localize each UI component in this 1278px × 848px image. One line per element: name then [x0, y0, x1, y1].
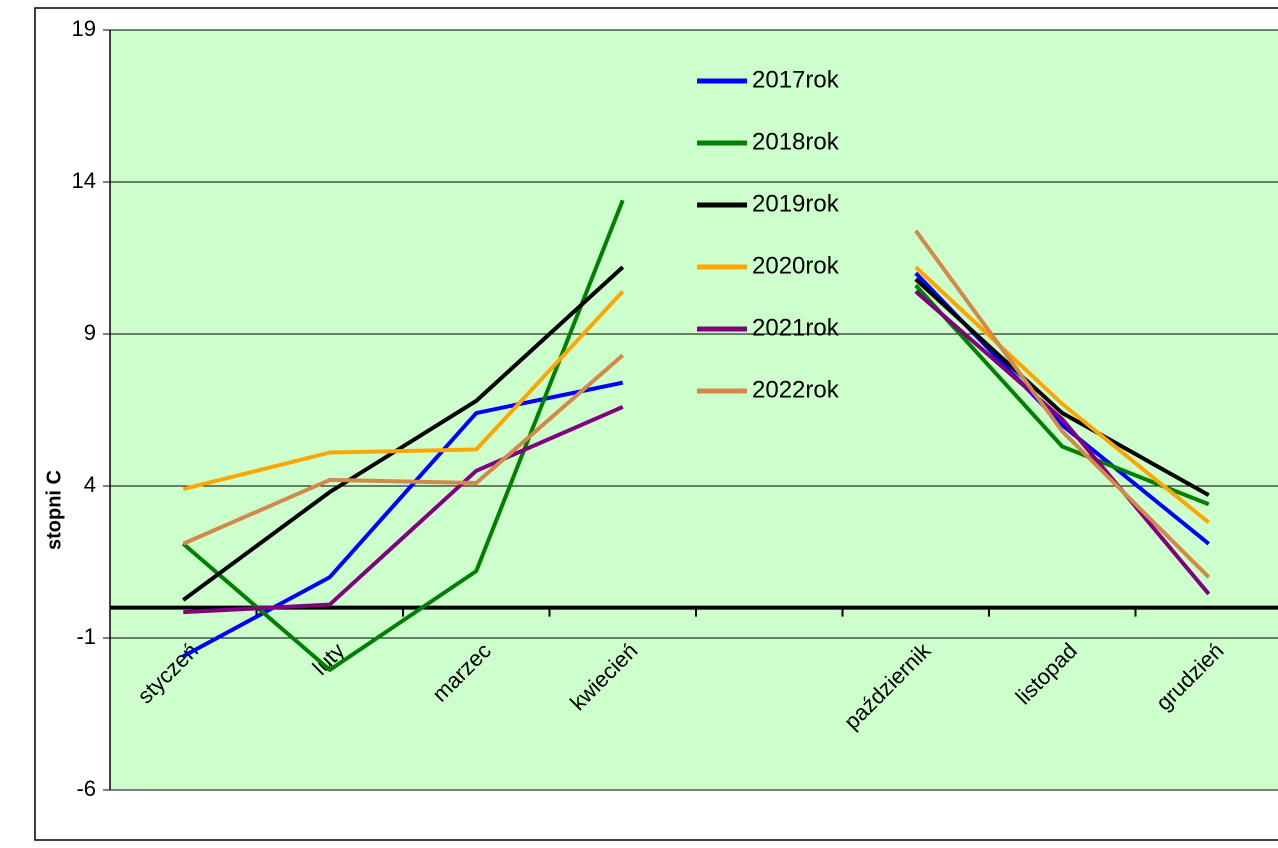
series-line	[182, 229, 1211, 579]
legend-label: 2020rok	[752, 252, 840, 279]
y-tick-label: -6	[76, 776, 96, 801]
y-tick-label: 19	[72, 16, 96, 41]
series-line	[182, 265, 1210, 602]
legend-label: 2018rok	[752, 128, 840, 155]
y-tick-label: -1	[76, 624, 96, 649]
legend-label: 2017rok	[752, 66, 840, 93]
y-axis-label: stopni C	[43, 470, 65, 550]
series-line	[183, 289, 1211, 615]
y-tick-label: 4	[84, 472, 96, 497]
legend-label: 2022rok	[752, 376, 840, 403]
legend-label: 2021rok	[752, 314, 840, 341]
legend-label: 2019rok	[752, 190, 840, 217]
y-tick-label: 14	[72, 168, 96, 193]
y-tick-label: 9	[84, 320, 96, 345]
plot-area	[110, 30, 1278, 790]
series-line	[182, 265, 1211, 525]
